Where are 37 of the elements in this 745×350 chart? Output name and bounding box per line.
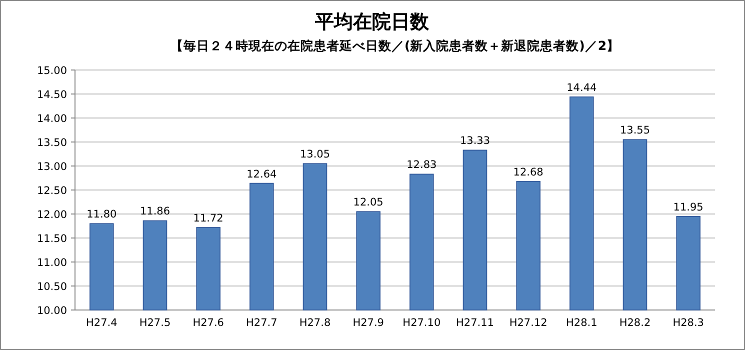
- x-tick-label: H27.11: [456, 317, 494, 329]
- x-tick-label: H27.5: [139, 317, 171, 329]
- data-label: 12.83: [406, 159, 437, 172]
- y-tick-label: 11.00: [36, 257, 67, 269]
- data-label: 12.05: [353, 196, 384, 209]
- data-label: 13.33: [460, 135, 490, 148]
- chart-subtitle: 【毎日２４時現在の在院患者延べ日数／(新入院患者数＋新退院患者数)／2】: [170, 38, 620, 53]
- x-tick-label: H27.8: [299, 317, 331, 329]
- y-tick-label: 12.00: [36, 209, 67, 221]
- x-tick-label: H27.7: [246, 317, 278, 329]
- y-tick-label: 13.00: [36, 161, 67, 173]
- data-label: 11.86: [140, 206, 170, 218]
- y-tick-label: 10.00: [36, 305, 67, 317]
- x-tick-label: H27.12: [509, 317, 548, 329]
- y-tick-label: 15.00: [36, 65, 67, 77]
- x-tick-label: H28.2: [619, 317, 651, 329]
- data-label: 11.72: [193, 212, 224, 224]
- data-label: 12.68: [513, 166, 544, 178]
- y-tick-label: 12.50: [36, 185, 67, 197]
- y-tick-label: 14.00: [36, 113, 67, 125]
- y-tick-label: 10.50: [36, 281, 67, 293]
- chart-title: 平均在院日数: [314, 11, 430, 33]
- data-label: 12.64: [246, 168, 278, 180]
- data-label: 13.55: [620, 124, 650, 137]
- data-label: 11.95: [673, 201, 704, 214]
- x-tick-label: H28.3: [672, 317, 704, 329]
- data-label: 13.05: [300, 148, 330, 161]
- y-tick-label: 11.50: [36, 233, 67, 245]
- y-tick-label: 13.50: [36, 137, 67, 149]
- data-label: 11.80: [86, 208, 117, 221]
- x-tick-label: H28.1: [566, 317, 598, 329]
- x-tick-label: H27.9: [352, 317, 384, 329]
- x-tick-label: H27.4: [86, 317, 118, 329]
- x-tick-label: H27.6: [192, 317, 224, 329]
- y-tick-label: 14.50: [36, 89, 67, 101]
- data-label: 14.44: [566, 82, 598, 94]
- x-tick-label: H27.10: [402, 317, 441, 329]
